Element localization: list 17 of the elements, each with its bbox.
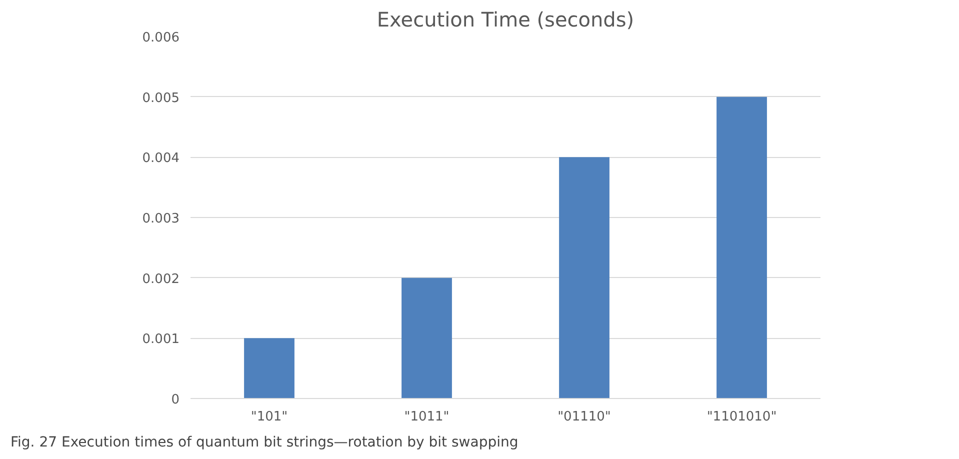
bar [559, 157, 610, 398]
chart-title: Execution Time (seconds) [376, 8, 634, 32]
caption: Fig. 27 Execution times of quantum bit strings—rotation by bit swapping [10, 434, 518, 450]
x-tick-label: "101" [250, 410, 288, 424]
y-tick-label: 0.003 [142, 212, 180, 226]
x-tick-label: "1101010" [706, 410, 777, 424]
y-tick-label: 0 [171, 392, 180, 408]
y-tick-label: 0.004 [142, 151, 180, 166]
x-tick-label: "1011" [404, 410, 450, 424]
y-tick-label: 0.006 [142, 30, 180, 46]
bar [716, 96, 767, 398]
y-tick-label: 0.001 [142, 332, 180, 348]
bar [244, 338, 294, 398]
bar [402, 278, 452, 398]
y-tick-label: 0.002 [142, 272, 180, 287]
x-tick-label: "01110" [558, 410, 611, 424]
y-tick-label: 0.005 [142, 90, 180, 106]
